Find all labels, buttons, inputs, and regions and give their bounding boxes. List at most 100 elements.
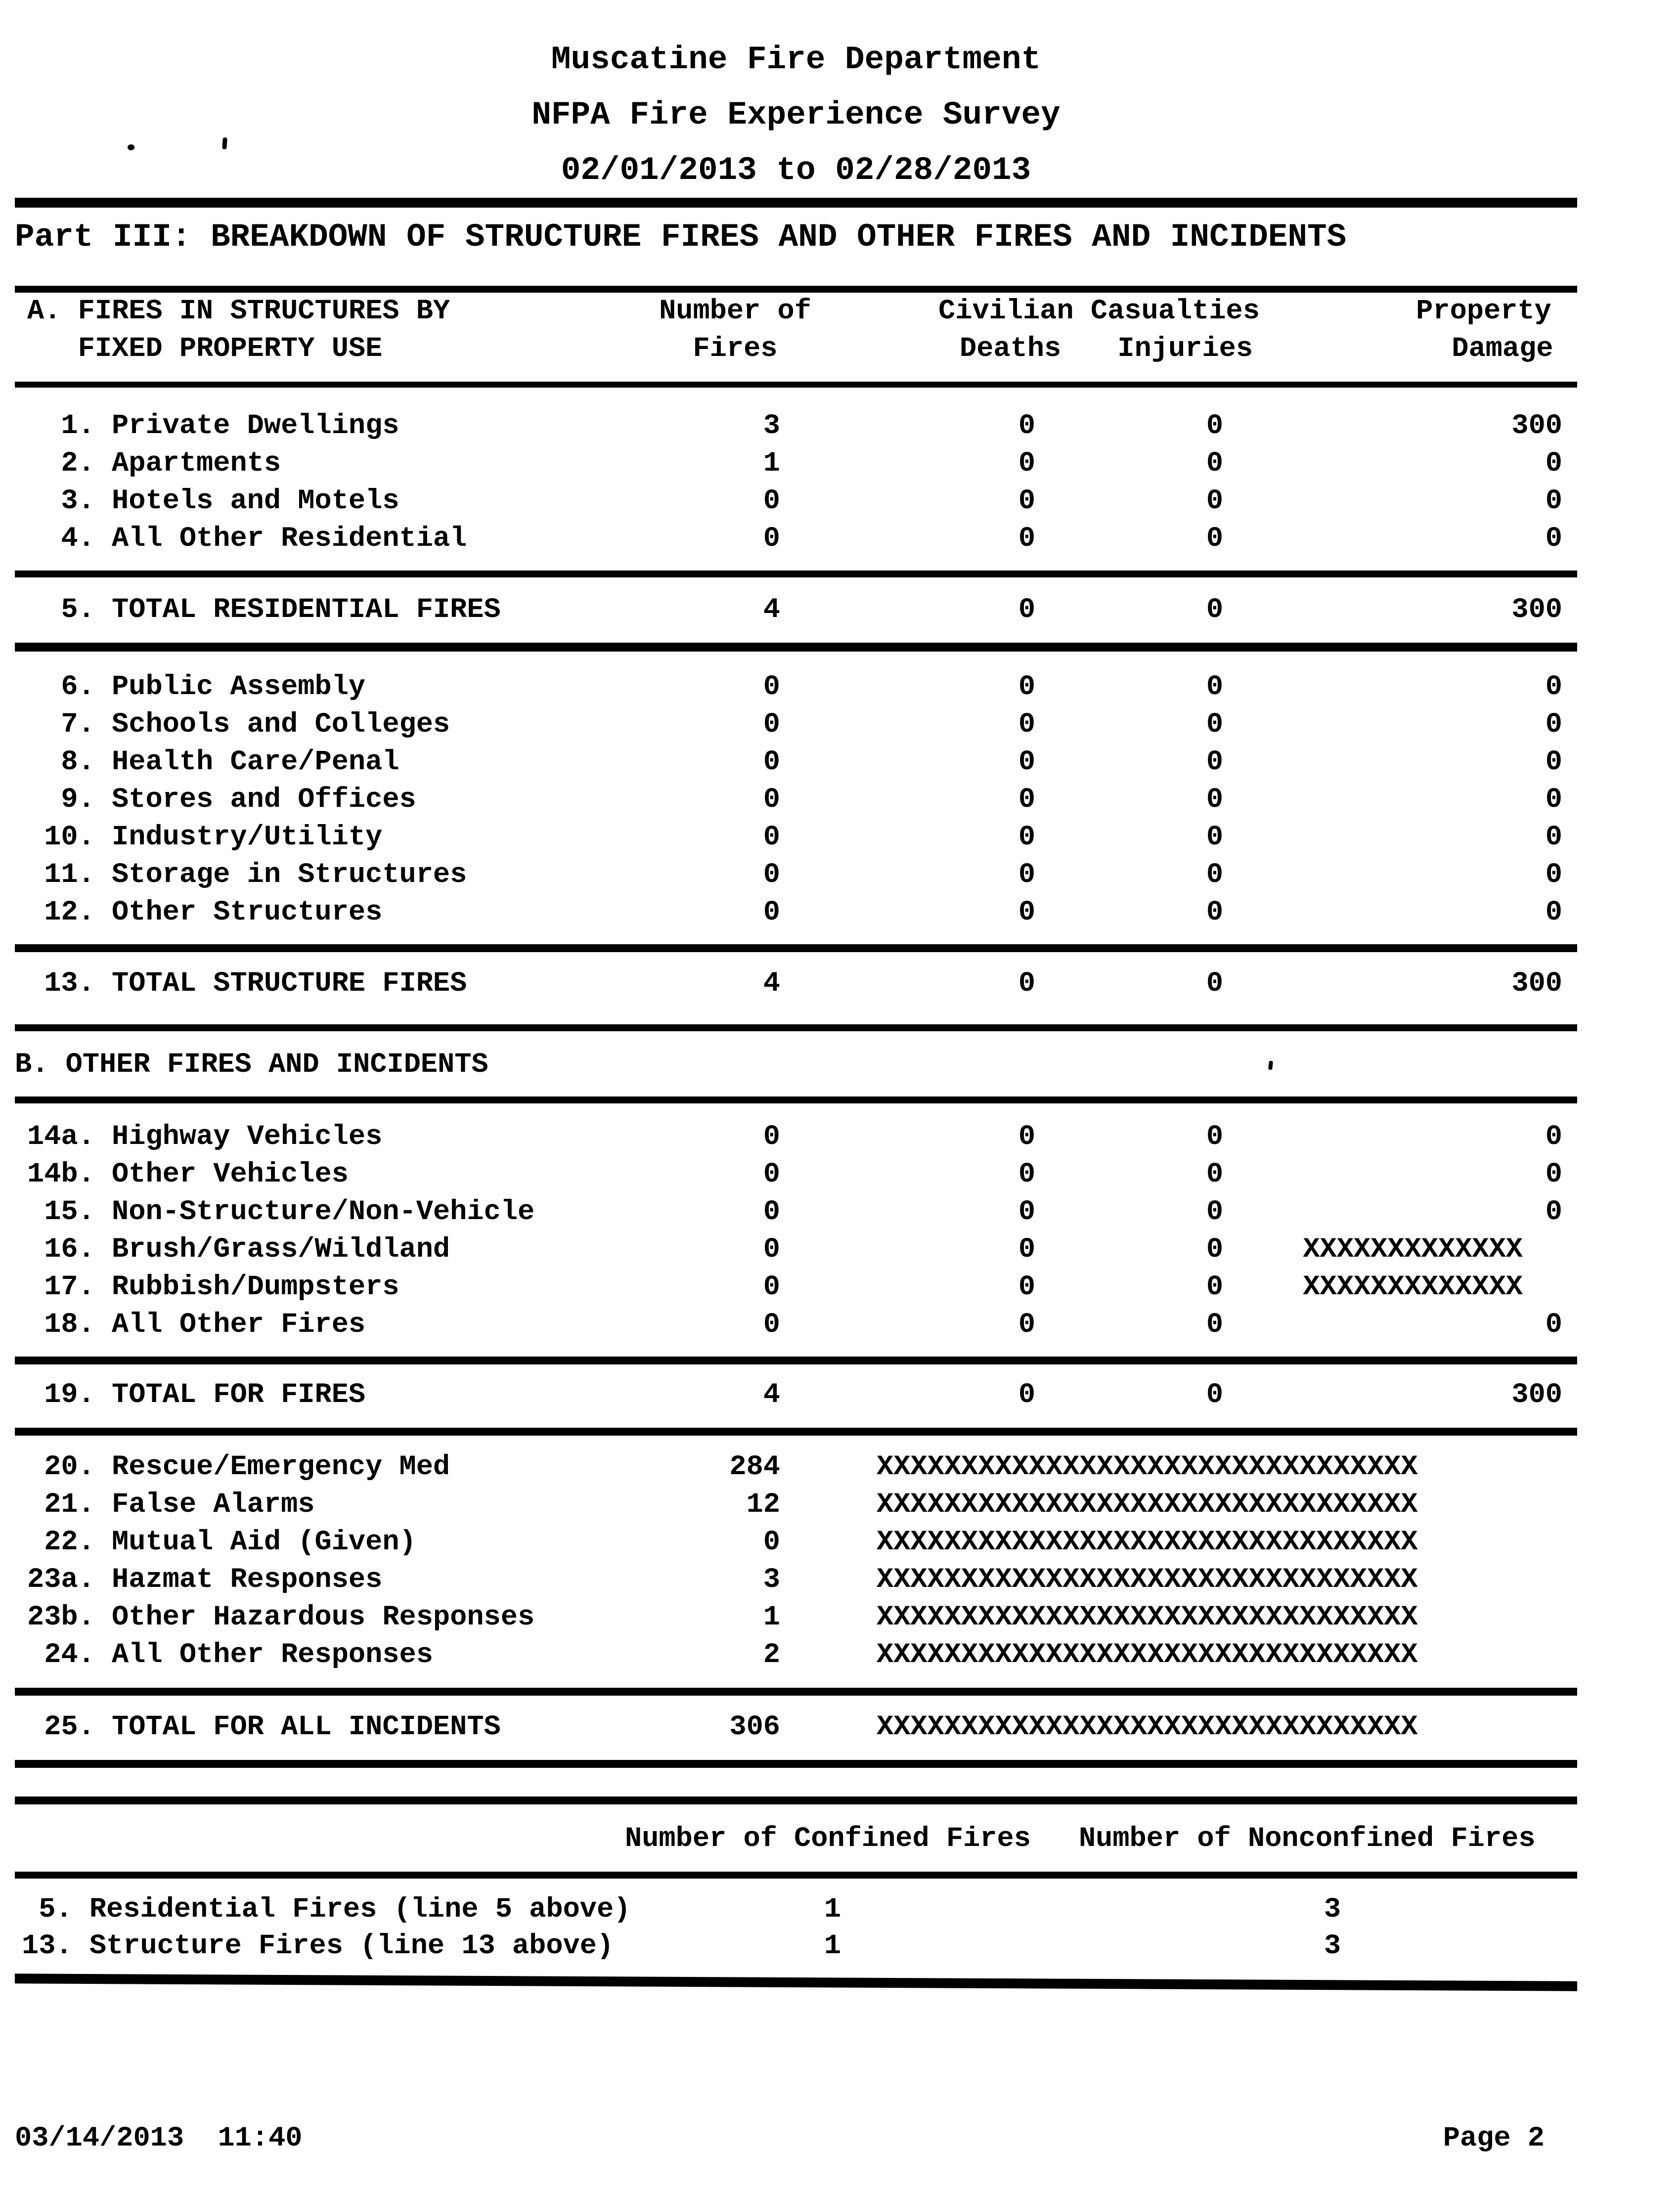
- table-row: 23b. Other Hazardous Responses 1 XXXXXXX…: [0, 1599, 1680, 1636]
- row-label: 14a. Highway Vehicles: [27, 1121, 383, 1153]
- row-label: 23b. Other Hazardous Responses: [27, 1602, 535, 1633]
- cell-fires: 0: [763, 822, 780, 853]
- cell-deaths: 0: [1018, 1379, 1036, 1411]
- divider: [15, 1872, 1577, 1879]
- report-header: Muscatine Fire Department NFPA Fire Expe…: [15, 0, 1577, 198]
- cell-damage: 0: [1545, 1196, 1562, 1228]
- divider: [15, 1797, 1577, 1804]
- cell-confined: 1: [824, 1894, 841, 1926]
- section-b-title: B. OTHER FIRES AND INCIDENTS: [15, 1049, 488, 1081]
- report-date-range: 02/01/2013 to 02/28/2013: [561, 151, 1031, 189]
- cell-fires: 0: [763, 1121, 780, 1153]
- divider: [14, 1973, 1578, 1991]
- cell-count: 1: [763, 1602, 780, 1633]
- cell-fires: 0: [763, 1309, 780, 1341]
- cell-deaths: 0: [1018, 1234, 1036, 1266]
- table-row: 21. False Alarms 12 XXXXXXXXXXXXXXXXXXXX…: [0, 1486, 1680, 1524]
- cell-deaths: 0: [1018, 1271, 1036, 1303]
- cell-deaths: 0: [1018, 523, 1036, 555]
- row-label: 4. All Other Residential: [27, 523, 467, 555]
- cell-injuries: 0: [1206, 897, 1224, 928]
- table-row-total-residential: 5. TOTAL RESIDENTIAL FIRES 4 0 0 300: [0, 591, 1680, 629]
- table-row-total-all-incidents: 25. TOTAL FOR ALL INCIDENTS 306 XXXXXXXX…: [0, 1709, 1680, 1746]
- cell-fires: 0: [763, 1196, 780, 1228]
- cell-fires: 0: [763, 671, 780, 703]
- cell-damage: 0: [1545, 822, 1562, 853]
- col-header-property: Property: [1416, 296, 1551, 327]
- table-row: 13. Structure Fires (line 13 above) 1 3: [0, 1928, 1680, 1965]
- footer-page-number: Page 2: [1443, 2123, 1545, 2154]
- cell-deaths: 0: [1018, 784, 1036, 816]
- cell-x-fill: XXXXXXXXXXXXXXXXXXXXXXXXXXXXXXXX: [877, 1527, 1418, 1558]
- divider: [15, 1428, 1577, 1436]
- table-row: 22. Mutual Aid (Given) 0 XXXXXXXXXXXXXXX…: [0, 1524, 1680, 1561]
- row-label: 2. Apartments: [27, 448, 281, 480]
- table-row: 18. All Other Fires 0 0 0 0: [0, 1306, 1680, 1344]
- column-header-row-2: FIXED PROPERTY USE Fires Deaths Injuries…: [0, 330, 1680, 368]
- table-row: 14b. Other Vehicles 0 0 0 0: [0, 1156, 1680, 1193]
- cell-deaths: 0: [1018, 1309, 1036, 1341]
- cell-x-fill: XXXXXXXXXXXXXXXXXXXXXXXXXXXXXXXX: [877, 1639, 1418, 1671]
- row-label: 12. Other Structures: [27, 897, 383, 928]
- cell-fires: 4: [763, 1379, 780, 1411]
- cell-damage: 300: [1511, 594, 1562, 626]
- cell-injuries: 0: [1206, 523, 1224, 555]
- table-row: 10. Industry/Utility 0 0 0 0: [0, 819, 1680, 856]
- cell-deaths: 0: [1018, 410, 1036, 442]
- cell-fires: 0: [763, 897, 780, 928]
- table-row: 12. Other Structures 0 0 0 0: [0, 894, 1680, 931]
- cell-injuries: 0: [1206, 859, 1224, 891]
- cell-deaths: 0: [1018, 709, 1036, 741]
- table-row-total-fires: 19. TOTAL FOR FIRES 4 0 0 300: [0, 1376, 1680, 1414]
- section-a-title: A. FIRES IN STRUCTURES BY: [27, 296, 450, 327]
- cell-count: 306: [729, 1711, 780, 1743]
- divider: [15, 1760, 1577, 1768]
- row-label: 17. Rubbish/Dumpsters: [27, 1271, 399, 1303]
- cell-fires: 0: [763, 485, 780, 517]
- col-header-deaths: Deaths: [960, 333, 1061, 365]
- cell-fires: 4: [763, 968, 780, 1000]
- cell-damage: 0: [1545, 1159, 1562, 1190]
- row-label: 13. Structure Fires (line 13 above): [22, 1930, 614, 1962]
- row-label: 20. Rescue/Emergency Med: [27, 1451, 450, 1483]
- cell-damage: 300: [1511, 1379, 1562, 1411]
- divider: [15, 944, 1577, 952]
- cell-fires: 0: [763, 859, 780, 891]
- cell-injuries: 0: [1206, 1271, 1224, 1303]
- part-title: Part III: BREAKDOWN OF STRUCTURE FIRES A…: [15, 218, 1347, 256]
- section-a-title-line2: FIXED PROPERTY USE: [27, 333, 383, 365]
- cell-damage: 0: [1545, 897, 1562, 928]
- cell-injuries: 0: [1206, 594, 1224, 626]
- table-row: 8. Health Care/Penal 0 0 0 0: [0, 744, 1680, 781]
- table-row: 24. All Other Responses 2 XXXXXXXXXXXXXX…: [0, 1636, 1680, 1674]
- cell-injuries: 0: [1206, 1196, 1224, 1228]
- cell-nonconfined: 3: [1324, 1930, 1341, 1962]
- footer-timestamp: 03/14/2013 11:40: [15, 2123, 303, 2154]
- table-row: 3. Hotels and Motels 0 0 0 0: [0, 482, 1680, 520]
- row-label: 24. All Other Responses: [27, 1639, 433, 1671]
- cell-deaths: 0: [1018, 448, 1036, 480]
- cell-x-fill: XXXXXXXXXXXXXXXXXXXXXXXXXXXXXXXX: [877, 1602, 1418, 1633]
- cell-x-fill: XXXXXXXXXXXXXXXXXXXXXXXXXXXXXXXX: [877, 1711, 1418, 1743]
- col-header-injuries: Injuries: [1117, 333, 1253, 365]
- cell-damage: 0: [1545, 746, 1562, 778]
- row-label: 13. TOTAL STRUCTURE FIRES: [27, 968, 467, 1000]
- report-title: Muscatine Fire Department: [551, 41, 1041, 78]
- cell-deaths: 0: [1018, 485, 1036, 517]
- cell-x-fill: XXXXXXXXXXXXXXXXXXXXXXXXXXXXXXXX: [877, 1451, 1418, 1483]
- cell-deaths: 0: [1018, 594, 1036, 626]
- row-label: 15. Non-Structure/Non-Vehicle: [27, 1196, 535, 1228]
- row-label: 5. TOTAL RESIDENTIAL FIRES: [27, 594, 501, 626]
- cell-count: 3: [763, 1564, 780, 1596]
- row-label: 18. All Other Fires: [27, 1309, 366, 1341]
- row-label: 14b. Other Vehicles: [27, 1159, 349, 1190]
- table-row: 16. Brush/Grass/Wildland 0 0 0 XXXXXXXXX…: [0, 1231, 1680, 1269]
- col-header-nonconfined-fires: Number of Nonconfined Fires: [1078, 1823, 1536, 1855]
- cell-fires: 0: [763, 523, 780, 555]
- cell-deaths: 0: [1018, 897, 1036, 928]
- cell-damage: 0: [1545, 448, 1562, 480]
- row-label: 22. Mutual Aid (Given): [27, 1527, 416, 1558]
- row-label: 25. TOTAL FOR ALL INCIDENTS: [27, 1711, 501, 1743]
- cell-damage: 300: [1511, 968, 1562, 1000]
- divider: [15, 1357, 1577, 1364]
